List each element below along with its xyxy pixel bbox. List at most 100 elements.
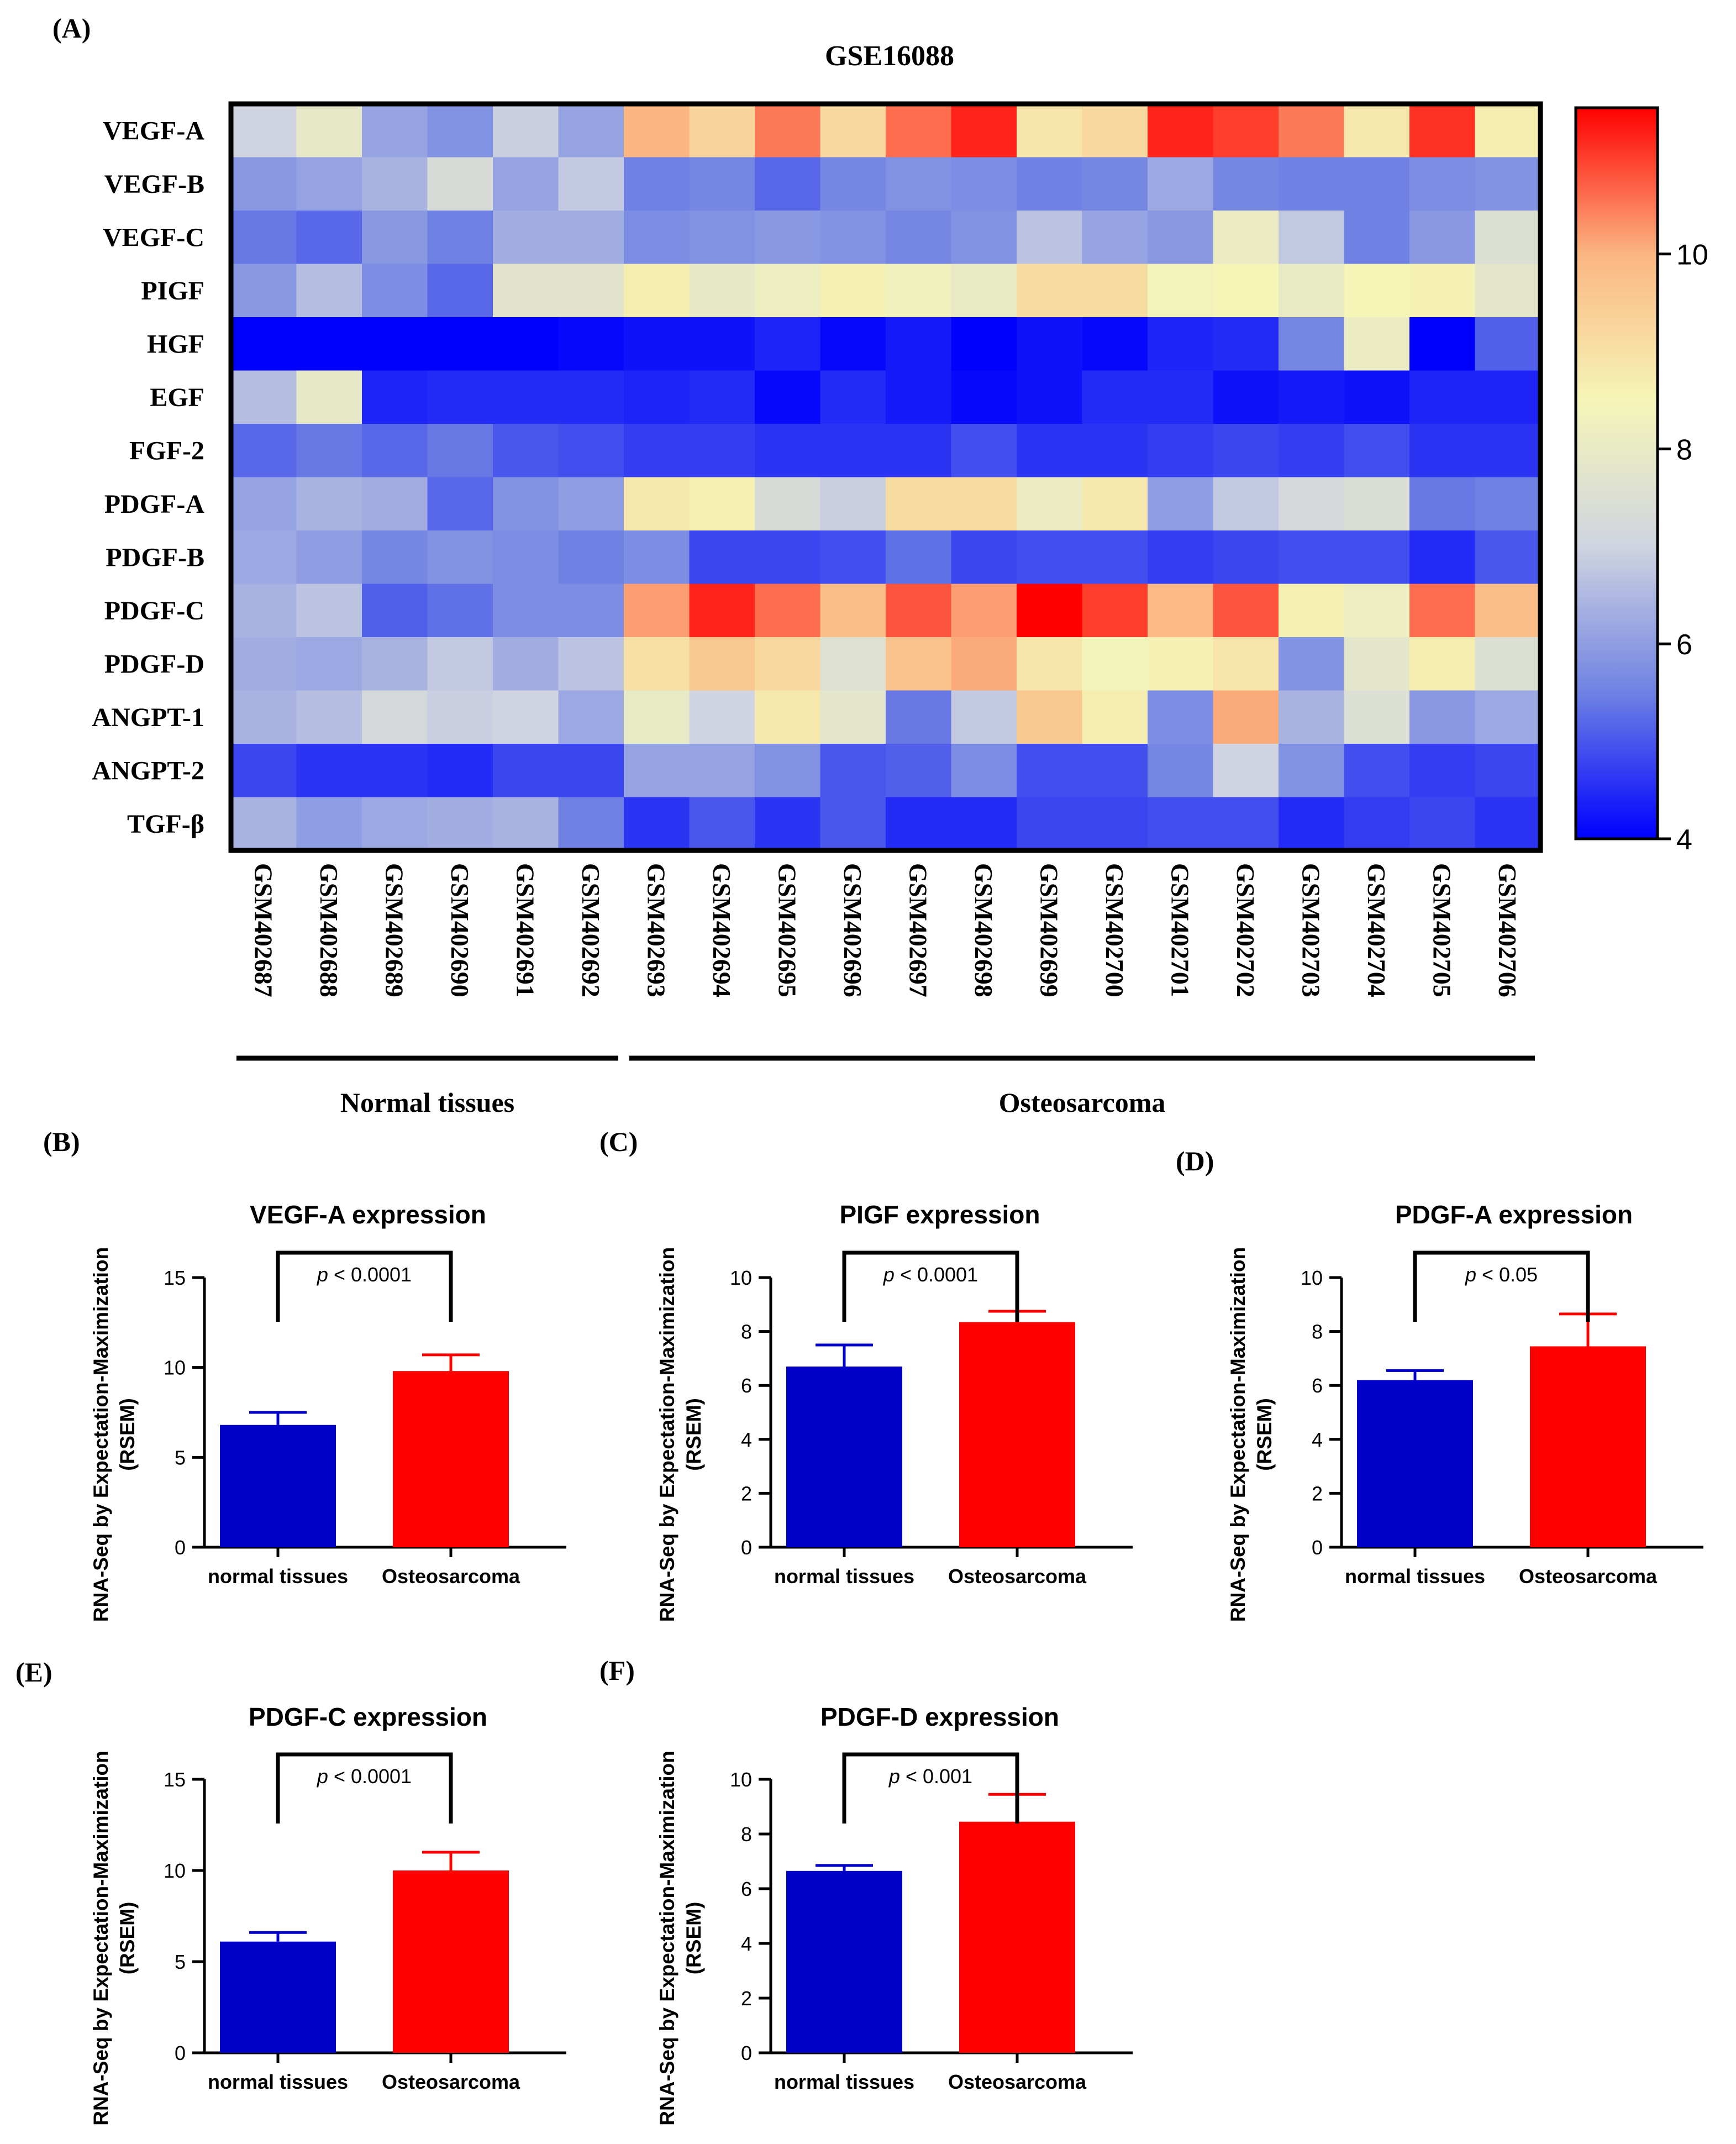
heatmap-cell — [1213, 477, 1279, 531]
y-tick-label: 10 — [730, 1768, 752, 1791]
gene-label: VEGF-A — [103, 116, 204, 145]
heatmap-cell — [1017, 637, 1083, 691]
heatmap-cell — [1279, 157, 1345, 211]
heatmap-cell — [1475, 370, 1541, 424]
gene-label: VEGF-C — [103, 223, 204, 252]
heatmap-cell — [1279, 637, 1345, 691]
significance-label: p < 0.0001 — [317, 1263, 412, 1286]
heatmap-cell — [1344, 211, 1410, 265]
heatmap-cell — [231, 424, 297, 478]
heatmap-cell — [951, 744, 1017, 798]
bar — [786, 1870, 902, 2053]
heatmap-cell — [1148, 157, 1214, 211]
chart-title: VEGF-A expression — [250, 1200, 486, 1229]
heatmap-cell — [624, 424, 690, 478]
heatmap-cell — [427, 104, 493, 158]
significance-value: < 0.001 — [900, 1765, 972, 1788]
sample-label: GSM402704 — [1363, 863, 1391, 997]
heatmap-cell — [624, 637, 690, 691]
y-tick-label: 10 — [1301, 1267, 1323, 1289]
heatmap-cell — [427, 264, 493, 318]
y-axis-title-line: (RSEM) — [682, 1398, 705, 1471]
heatmap-cell — [951, 690, 1017, 744]
heatmap-cell — [689, 370, 755, 424]
heatmap-cell — [231, 744, 297, 798]
significance-bracket — [276, 1752, 453, 1824]
bar — [1530, 1346, 1646, 1547]
heatmap-cell — [1082, 584, 1148, 638]
y-axis-title-line: RNA-Seq by Expectation-Maximization — [656, 1247, 678, 1622]
y-axis-title: RNA-Seq by Expectation-Maximization (RSEM… — [656, 1247, 705, 1622]
heatmap-cell — [493, 584, 559, 638]
heatmap-cell — [231, 264, 297, 318]
heatmap-cell — [1279, 744, 1345, 798]
heatmap-cell — [558, 477, 624, 531]
y-axis-title-line: (RSEM) — [116, 1902, 139, 1975]
y-axis-title-line: RNA-Seq by Expectation-Maximization — [90, 1751, 112, 2125]
sample-label: GSM402706 — [1493, 863, 1522, 997]
heatmap-cell — [296, 157, 362, 211]
x-tick-label: normal tissues — [1345, 1565, 1485, 1588]
heatmap-cell — [755, 797, 821, 851]
y-tick-label: 0 — [175, 2042, 186, 2064]
heatmap-cell — [231, 797, 297, 851]
chart-title: PDGF-A expression — [1395, 1200, 1633, 1229]
heatmap-cell — [1017, 157, 1083, 211]
heatmap-cell — [820, 637, 886, 691]
heatmap-cell — [886, 690, 952, 744]
heatmap-cell — [296, 370, 362, 424]
heatmap-cell — [820, 797, 886, 851]
heatmap-cell — [1082, 477, 1148, 531]
heatmap-cell — [1213, 637, 1279, 691]
heatmap-cell — [755, 424, 821, 478]
heatmap-cell — [1409, 744, 1476, 798]
heatmap-cell — [1344, 370, 1410, 424]
heatmap-cell — [1017, 690, 1083, 744]
y-tick-label: 0 — [1312, 1536, 1323, 1559]
heatmap-cell — [1344, 477, 1410, 531]
y-axis-title-line: (RSEM) — [682, 1902, 705, 1975]
heatmap-cell — [1475, 744, 1541, 798]
heatmap-cell — [689, 157, 755, 211]
significance-label: p < 0.0001 — [883, 1263, 978, 1286]
y-axis-title-line: RNA-Seq by Expectation-Maximization — [1227, 1247, 1249, 1622]
heatmap-cell — [362, 157, 428, 211]
sample-label: GSM402692 — [577, 863, 605, 997]
significance-label: p < 0.05 — [1465, 1263, 1538, 1286]
heatmap-cell — [689, 317, 755, 371]
heatmap-cell — [493, 104, 559, 158]
heatmap-border — [228, 101, 1543, 853]
significance-p: p — [883, 1263, 895, 1286]
heatmap-cell — [624, 317, 690, 371]
heatmap-cell — [1279, 424, 1345, 478]
heatmap-cell — [689, 477, 755, 531]
heatmap-cell — [1213, 104, 1279, 158]
heatmap-cell — [1344, 424, 1410, 478]
heatmap-cell — [624, 690, 690, 744]
significance-bracket — [842, 1752, 1019, 1824]
x-tick-label: Osteosarcoma — [1519, 1565, 1658, 1588]
heatmap-cell — [1475, 584, 1541, 638]
heatmap-cell — [624, 211, 690, 265]
sample-label: GSM402699 — [1035, 863, 1063, 997]
heatmap-cell — [493, 690, 559, 744]
heatmap-cell — [1017, 317, 1083, 371]
heatmap-cell — [1082, 157, 1148, 211]
heatmap-cell — [558, 104, 624, 158]
heatmap-cell — [362, 317, 428, 371]
heatmap-cell — [1017, 104, 1083, 158]
gene-label: HGF — [147, 329, 204, 359]
heatmap-cell — [1279, 584, 1345, 638]
heatmap-cell — [820, 424, 886, 478]
heatmap-cell — [493, 424, 559, 478]
y-tick-label: 15 — [164, 1267, 186, 1289]
heatmap-cell — [296, 477, 362, 531]
heatmap-cell — [231, 370, 297, 424]
heatmap-cell — [1082, 424, 1148, 478]
heatmap-cell — [296, 637, 362, 691]
heatmap-cell — [558, 264, 624, 318]
heatmap-cell — [1213, 370, 1279, 424]
heatmap-cell — [1017, 477, 1083, 531]
heatmap-cell — [1475, 104, 1541, 158]
heatmap-cell — [1148, 744, 1214, 798]
